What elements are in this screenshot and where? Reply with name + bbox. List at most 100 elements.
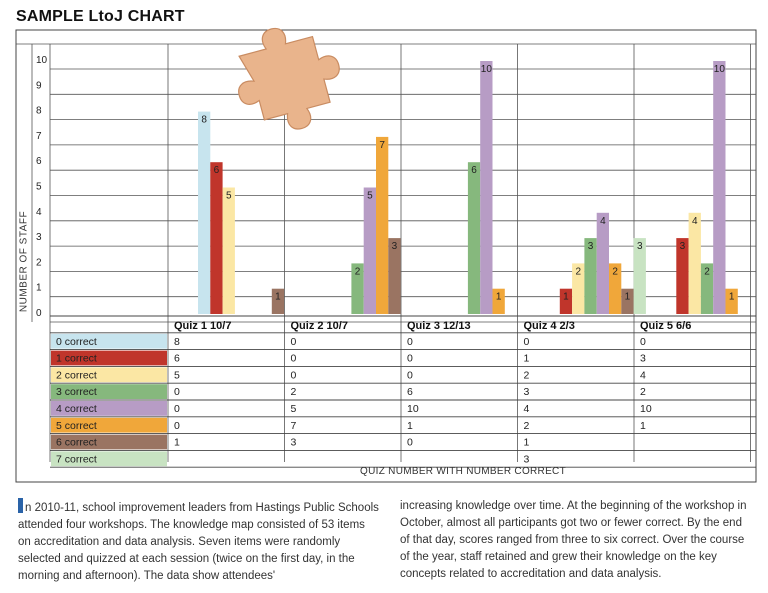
table-cell: 0 [407, 353, 413, 365]
y-tick-label: 5 [36, 182, 42, 193]
table-cell: 10 [407, 403, 419, 415]
dropcap-mark [18, 498, 23, 513]
bar-value-label: 2 [355, 266, 361, 277]
legend-entry: 4 correct [56, 403, 97, 415]
bar-value-label: 6 [471, 165, 477, 176]
bar-value-label: 10 [481, 64, 493, 75]
x-category-label: Quiz 5 6/6 [640, 320, 691, 332]
legend-swatch [51, 451, 167, 467]
bar [376, 136, 389, 314]
bar-value-label: 10 [714, 64, 726, 75]
bar [572, 263, 585, 314]
bar [725, 288, 738, 314]
legend-swatch [51, 434, 167, 450]
legend-entry: 7 correct [56, 453, 97, 465]
bar-value-label: 2 [612, 266, 618, 277]
table-cell: 2 [524, 420, 530, 432]
bar-value-label: 1 [563, 292, 569, 303]
bar [363, 187, 376, 314]
legend-swatch [51, 384, 167, 399]
table-cell: 7 [291, 420, 297, 432]
bar [584, 238, 597, 314]
legend-entry: 1 correct [56, 353, 97, 365]
table-cell: 3 [524, 386, 530, 398]
bar [609, 263, 622, 314]
legend-entry: 3 correct [56, 386, 97, 398]
table-cell: 1 [524, 353, 530, 365]
bar-value-label: 6 [214, 165, 220, 176]
bar-value-label: 3 [392, 241, 398, 252]
table-cell: 0 [291, 353, 297, 365]
bar-value-label: 1 [729, 292, 735, 303]
legend-entry: 6 correct [56, 437, 97, 449]
y-tick-label: 1 [36, 283, 42, 294]
bar [351, 263, 364, 314]
table-cell: 3 [524, 453, 530, 465]
bar [271, 288, 285, 314]
x-category-label: Quiz 2 10/7 [291, 320, 348, 332]
bar [559, 288, 573, 314]
bar [633, 238, 646, 314]
bar-value-label: 5 [226, 191, 232, 202]
bar-value-label: 5 [367, 191, 373, 202]
bar [467, 162, 481, 314]
y-tick-label: 6 [36, 156, 42, 167]
bar-value-label: 2 [575, 266, 581, 277]
bar [492, 288, 505, 314]
table-cell: 10 [640, 403, 652, 415]
x-category-label: Quiz 4 2/3 [524, 320, 575, 332]
table-cell: 0 [407, 437, 413, 449]
legend-swatch [51, 417, 167, 433]
bar [688, 212, 701, 314]
bar-value-label: 1 [625, 292, 631, 303]
legend-entry: 0 correct [56, 336, 97, 348]
y-tick-label: 9 [36, 80, 42, 91]
bar [713, 61, 726, 314]
table-cell: 6 [174, 353, 180, 365]
bar-value-label: 4 [692, 216, 698, 227]
table-cell: 0 [174, 403, 180, 415]
bar [388, 238, 401, 314]
bar [676, 238, 689, 314]
table-cell: 3 [291, 437, 297, 449]
bar-value-label: 3 [680, 241, 686, 252]
table-cell: 1 [407, 420, 413, 432]
bar [700, 263, 714, 314]
chart-frame [15, 29, 757, 483]
bar [198, 111, 211, 314]
bar [596, 212, 609, 314]
y-tick-label: 10 [36, 55, 48, 66]
table-cell: 4 [640, 369, 646, 381]
table-cell: 1 [640, 420, 646, 432]
y-tick-label: 4 [36, 207, 42, 218]
table-cell: 1 [174, 437, 180, 449]
bar-value-label: 2 [704, 266, 710, 277]
bar-value-label: 1 [496, 292, 502, 303]
x-category-label: Quiz 3 12/13 [407, 320, 471, 332]
table-cell: 0 [174, 386, 180, 398]
chart-title: SAMPLE LtoJ CHART [16, 8, 185, 25]
legend-swatch [51, 401, 167, 416]
body-paragraph-left: n 2010-11, school improvement leaders fr… [18, 498, 380, 585]
legend-swatch [51, 350, 167, 366]
body-paragraph-right: increasing knowledge over time. At the b… [400, 500, 747, 580]
legend-entry: 5 correct [56, 420, 97, 432]
table-cell: 6 [407, 386, 413, 398]
puzzle-piece-icon [238, 27, 340, 130]
bar-value-label: 1 [275, 292, 281, 303]
bar [222, 187, 235, 314]
legend-entry: 2 correct [56, 369, 97, 381]
table-cell: 0 [291, 369, 297, 381]
bar [480, 61, 493, 314]
y-tick-label: 7 [36, 131, 42, 142]
table-cell: 0 [407, 369, 413, 381]
table-cell: 8 [174, 336, 180, 348]
table-cell: 0 [524, 336, 530, 348]
table-cell: 2 [291, 386, 297, 398]
table-cell: 5 [174, 369, 180, 381]
bar-value-label: 3 [588, 241, 594, 252]
bar-value-label: 7 [379, 140, 385, 151]
table-cell: 5 [291, 403, 297, 415]
